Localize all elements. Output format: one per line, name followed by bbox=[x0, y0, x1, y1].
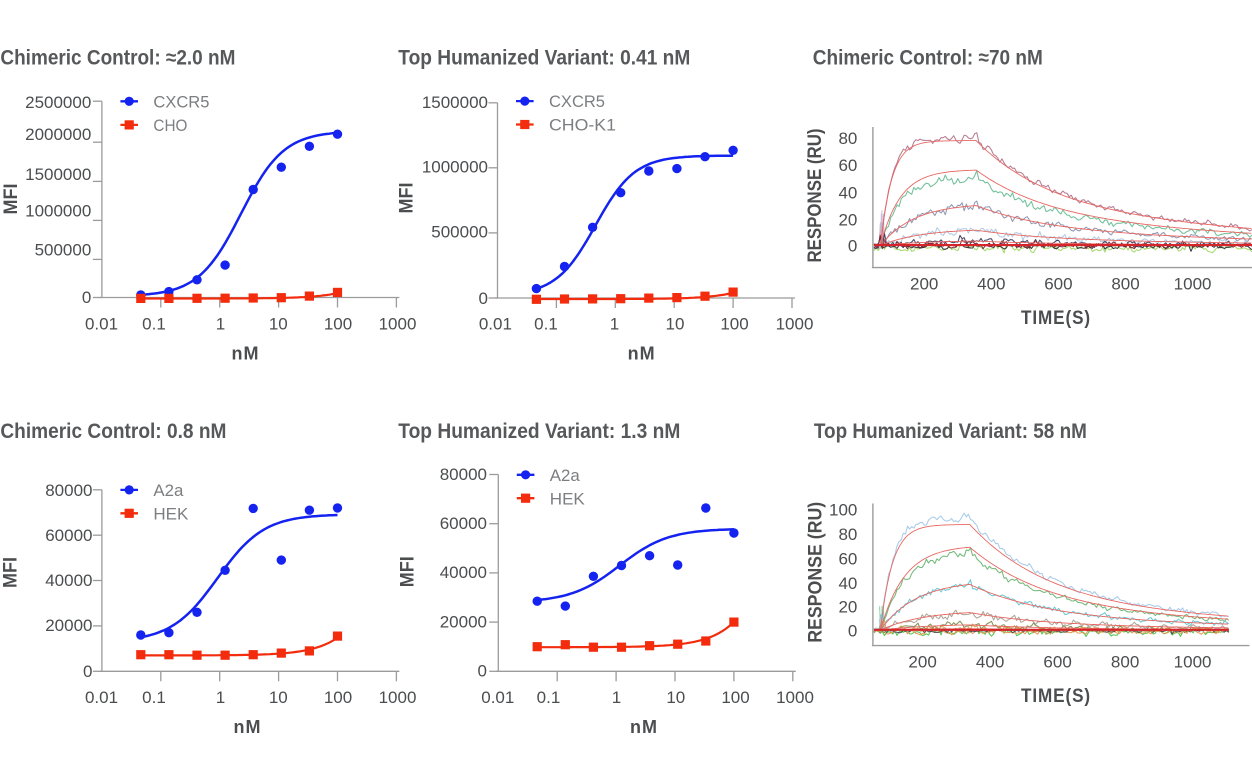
svg-text:0.1: 0.1 bbox=[142, 688, 166, 707]
svg-text:1: 1 bbox=[612, 688, 621, 707]
svg-text:1000: 1000 bbox=[1174, 653, 1212, 672]
svg-text:100: 100 bbox=[721, 688, 749, 707]
svg-text:80: 80 bbox=[838, 129, 857, 148]
svg-text:0: 0 bbox=[848, 621, 857, 640]
svg-text:Chimeric Control: ≈70 nM: Chimeric Control: ≈70 nM bbox=[813, 47, 1043, 70]
svg-text:0.01: 0.01 bbox=[85, 314, 118, 333]
svg-text:CXCR5: CXCR5 bbox=[153, 92, 209, 111]
svg-text:TIME(S): TIME(S) bbox=[1021, 308, 1091, 329]
svg-text:MFI: MFI bbox=[397, 183, 418, 214]
svg-text:1000000: 1000000 bbox=[422, 157, 488, 176]
svg-text:80000: 80000 bbox=[45, 481, 92, 500]
svg-text:CXCR5: CXCR5 bbox=[549, 92, 605, 111]
svg-text:600: 600 bbox=[1043, 653, 1071, 672]
svg-text:100: 100 bbox=[720, 314, 748, 333]
svg-text:2500000: 2500000 bbox=[25, 93, 91, 112]
svg-text:0: 0 bbox=[83, 662, 92, 681]
svg-text:20000: 20000 bbox=[45, 616, 92, 635]
svg-text:400: 400 bbox=[977, 274, 1005, 293]
svg-text:nM: nM bbox=[630, 717, 658, 737]
svg-text:800: 800 bbox=[1111, 653, 1139, 672]
svg-text:MFI: MFI bbox=[1, 184, 22, 215]
svg-text:60000: 60000 bbox=[45, 526, 92, 545]
svg-text:10: 10 bbox=[666, 688, 685, 707]
svg-text:0: 0 bbox=[848, 237, 857, 256]
svg-text:CHO-K1: CHO-K1 bbox=[549, 116, 616, 135]
svg-text:1: 1 bbox=[216, 688, 225, 707]
svg-text:2000000: 2000000 bbox=[25, 125, 91, 144]
svg-text:60000: 60000 bbox=[440, 514, 487, 533]
svg-text:200: 200 bbox=[910, 274, 938, 293]
svg-text:1: 1 bbox=[216, 314, 225, 333]
svg-text:0: 0 bbox=[82, 288, 91, 307]
svg-text:60: 60 bbox=[838, 156, 857, 175]
svg-text:Top Humanized Variant: 1.3 nM: Top Humanized Variant: 1.3 nM bbox=[398, 420, 680, 443]
svg-text:1000000: 1000000 bbox=[25, 201, 91, 220]
svg-text:500000: 500000 bbox=[35, 240, 92, 259]
svg-text:0.1: 0.1 bbox=[534, 314, 558, 333]
svg-text:1000: 1000 bbox=[379, 314, 417, 333]
svg-text:400: 400 bbox=[976, 653, 1004, 672]
svg-text:CHO: CHO bbox=[153, 116, 187, 135]
svg-text:nM: nM bbox=[232, 344, 260, 364]
svg-text:40000: 40000 bbox=[45, 571, 92, 590]
svg-text:nM: nM bbox=[628, 344, 656, 364]
svg-text:100: 100 bbox=[829, 500, 857, 519]
svg-text:20: 20 bbox=[838, 210, 857, 229]
svg-text:TIME(S): TIME(S) bbox=[1021, 686, 1091, 707]
svg-text:Top Humanized Variant: 0.41 nM: Top Humanized Variant: 0.41 nM bbox=[398, 47, 690, 70]
svg-text:0.01: 0.01 bbox=[479, 314, 512, 333]
svg-text:40: 40 bbox=[838, 574, 857, 593]
svg-text:100: 100 bbox=[324, 688, 352, 707]
svg-text:100: 100 bbox=[324, 314, 352, 333]
svg-text:20: 20 bbox=[838, 598, 857, 617]
svg-text:0: 0 bbox=[478, 662, 487, 681]
svg-text:500000: 500000 bbox=[431, 222, 488, 241]
svg-text:A2a: A2a bbox=[550, 466, 581, 485]
svg-text:MFI: MFI bbox=[1, 557, 22, 588]
svg-text:RESPONSE (RU): RESPONSE (RU) bbox=[805, 129, 826, 263]
svg-text:600: 600 bbox=[1044, 274, 1072, 293]
svg-text:1000: 1000 bbox=[379, 688, 417, 707]
svg-text:40000: 40000 bbox=[440, 563, 487, 582]
svg-text:0: 0 bbox=[479, 289, 488, 308]
svg-text:HEK: HEK bbox=[550, 489, 586, 508]
svg-text:0.1: 0.1 bbox=[142, 314, 166, 333]
svg-text:Chimeric Control: ≈2.0 nM: Chimeric Control: ≈2.0 nM bbox=[0, 47, 235, 70]
svg-text:1500000: 1500000 bbox=[422, 93, 488, 112]
svg-text:10: 10 bbox=[269, 314, 288, 333]
svg-text:800: 800 bbox=[1111, 274, 1139, 293]
svg-text:0.01: 0.01 bbox=[481, 688, 514, 707]
svg-text:A2a: A2a bbox=[153, 481, 184, 500]
svg-text:60: 60 bbox=[838, 550, 857, 569]
svg-text:80: 80 bbox=[838, 525, 857, 544]
svg-text:nM: nM bbox=[234, 717, 262, 737]
svg-text:80000: 80000 bbox=[440, 465, 487, 484]
svg-text:10: 10 bbox=[666, 314, 685, 333]
svg-text:1000: 1000 bbox=[776, 688, 814, 707]
svg-text:MFI: MFI bbox=[397, 556, 418, 587]
svg-text:0.01: 0.01 bbox=[85, 688, 118, 707]
svg-text:10: 10 bbox=[269, 688, 288, 707]
svg-text:Chimeric Control: 0.8 nM: Chimeric Control: 0.8 nM bbox=[0, 420, 226, 443]
svg-text:20000: 20000 bbox=[440, 612, 487, 631]
svg-text:Top Humanized Variant: 58 nM: Top Humanized Variant: 58 nM bbox=[814, 420, 1087, 443]
svg-text:1500000: 1500000 bbox=[25, 165, 91, 184]
svg-text:RESPONSE (RU): RESPONSE (RU) bbox=[806, 502, 827, 643]
svg-text:200: 200 bbox=[908, 653, 936, 672]
svg-text:0.1: 0.1 bbox=[537, 688, 561, 707]
svg-text:HEK: HEK bbox=[153, 504, 189, 523]
svg-text:1000: 1000 bbox=[776, 314, 814, 333]
svg-text:1000: 1000 bbox=[1174, 274, 1212, 293]
svg-text:40: 40 bbox=[838, 184, 857, 203]
svg-text:1: 1 bbox=[610, 314, 619, 333]
